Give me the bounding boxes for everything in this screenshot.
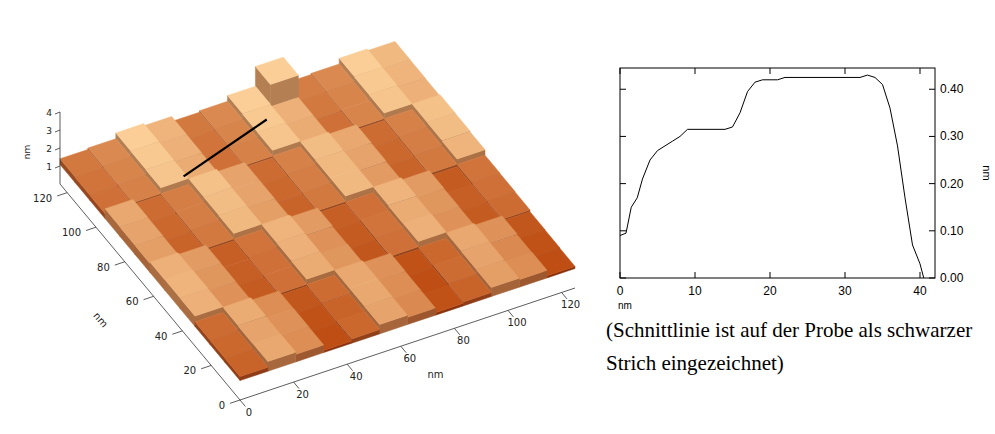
profile-line bbox=[620, 75, 924, 278]
plot-frame bbox=[620, 68, 935, 278]
z-tick bbox=[55, 130, 60, 132]
z-tick bbox=[55, 166, 60, 168]
x-tick bbox=[620, 272, 621, 278]
x-tick-label: 80 bbox=[457, 335, 470, 346]
y-tick bbox=[929, 230, 935, 231]
x-tick-label: 20 bbox=[763, 284, 777, 298]
plot-area bbox=[620, 75, 924, 278]
y-tick-label: 40 bbox=[155, 331, 168, 342]
caption-line: (Schnittlinie ist auf der Probe als schw… bbox=[606, 318, 972, 342]
x-tick bbox=[620, 68, 621, 74]
x-tick bbox=[695, 272, 696, 278]
z-tick bbox=[55, 148, 60, 150]
y-tick bbox=[929, 183, 935, 184]
z-tick-label: 2 bbox=[46, 144, 52, 154]
x-axis-title: nm bbox=[427, 369, 443, 380]
x-tick-label: 0 bbox=[246, 407, 252, 418]
z-tick-label: 4 bbox=[46, 108, 52, 118]
y-tick bbox=[620, 136, 626, 137]
x-tick-label: 10 bbox=[688, 284, 702, 298]
y-tick bbox=[57, 193, 67, 196]
surface bbox=[60, 41, 575, 380]
z-tick-label: 1 bbox=[46, 162, 52, 172]
y-tick-label: 0.00 bbox=[940, 271, 964, 285]
x-tick-label: 20 bbox=[296, 389, 309, 400]
profile-chart: 0 10 20 30 40 0.00 0.10 0.20 0.30 0.40 nm nm bbox=[617, 68, 993, 311]
y-tick-label: 20 bbox=[183, 365, 196, 376]
y-tick bbox=[144, 296, 154, 299]
caption-line: Strich eingezeichnet) bbox=[606, 351, 784, 375]
y-tick bbox=[172, 331, 182, 334]
x-tick bbox=[920, 68, 921, 74]
y-tick-label: 0.20 bbox=[940, 177, 964, 191]
y-tick-label: 80 bbox=[97, 262, 110, 273]
x-tick bbox=[240, 400, 245, 406]
x-tick bbox=[401, 346, 406, 352]
figure: 0204060801001200204060801001201234nmnmnm… bbox=[0, 0, 995, 434]
x-tick bbox=[770, 68, 771, 74]
x-tick bbox=[695, 68, 696, 74]
y-tick bbox=[620, 183, 626, 184]
surface-cell bbox=[255, 57, 298, 84]
y-tick bbox=[929, 136, 935, 137]
y-tick-label: 100 bbox=[62, 227, 81, 238]
y-tick bbox=[929, 278, 935, 279]
y-axis-title: nm bbox=[91, 310, 110, 329]
y-tick bbox=[115, 262, 125, 265]
y-axis bbox=[60, 184, 240, 400]
x-tick-label: 0 bbox=[617, 284, 624, 298]
y-tick-label: 120 bbox=[33, 193, 52, 204]
x-tick-label: 120 bbox=[561, 299, 580, 310]
x-tick bbox=[454, 328, 459, 334]
x-tick bbox=[347, 364, 352, 370]
cut-line bbox=[184, 120, 267, 177]
x-tick bbox=[294, 382, 299, 388]
z-tick bbox=[55, 112, 60, 114]
y-tick bbox=[620, 278, 626, 279]
x-tick bbox=[562, 292, 567, 298]
x-tick bbox=[508, 310, 513, 316]
y-tick-label: 0.30 bbox=[940, 129, 964, 143]
surface-cell bbox=[180, 289, 223, 316]
y-tick bbox=[620, 89, 626, 90]
y-tick-label: 60 bbox=[126, 296, 139, 307]
axes-3d: 0 20 40 60 80 100 120 0 20 40 60 80 100 120 1 2 3 4 nm nm nm bbox=[22, 108, 580, 418]
x-tick-label: 60 bbox=[403, 353, 416, 364]
y-axis-title: nm bbox=[981, 165, 993, 180]
y-tick bbox=[201, 365, 211, 368]
x-tick bbox=[920, 272, 921, 278]
z-tick-label: 3 bbox=[46, 126, 52, 136]
z-axis-title: nm bbox=[22, 145, 32, 159]
x-tick bbox=[845, 68, 846, 74]
x-axis-title: nm bbox=[618, 300, 632, 311]
y-tick bbox=[86, 227, 96, 230]
y-tick bbox=[929, 89, 935, 90]
y-tick-label: 0.10 bbox=[940, 224, 964, 238]
y-tick bbox=[620, 230, 626, 231]
y-tick bbox=[230, 400, 240, 403]
x-tick-label: 30 bbox=[838, 284, 852, 298]
x-axis bbox=[240, 288, 575, 400]
y-tick-label: 0.40 bbox=[940, 82, 964, 96]
x-tick-label: 100 bbox=[507, 317, 526, 328]
surface-cell bbox=[225, 349, 268, 376]
x-tick-label: 40 bbox=[913, 284, 927, 298]
x-tick bbox=[845, 272, 846, 278]
x-tick bbox=[770, 272, 771, 278]
x-tick-label: 40 bbox=[350, 371, 363, 382]
caption: (Schnittlinie ist auf der Probe als schw… bbox=[606, 318, 972, 375]
y-tick-label: 0 bbox=[219, 400, 225, 411]
